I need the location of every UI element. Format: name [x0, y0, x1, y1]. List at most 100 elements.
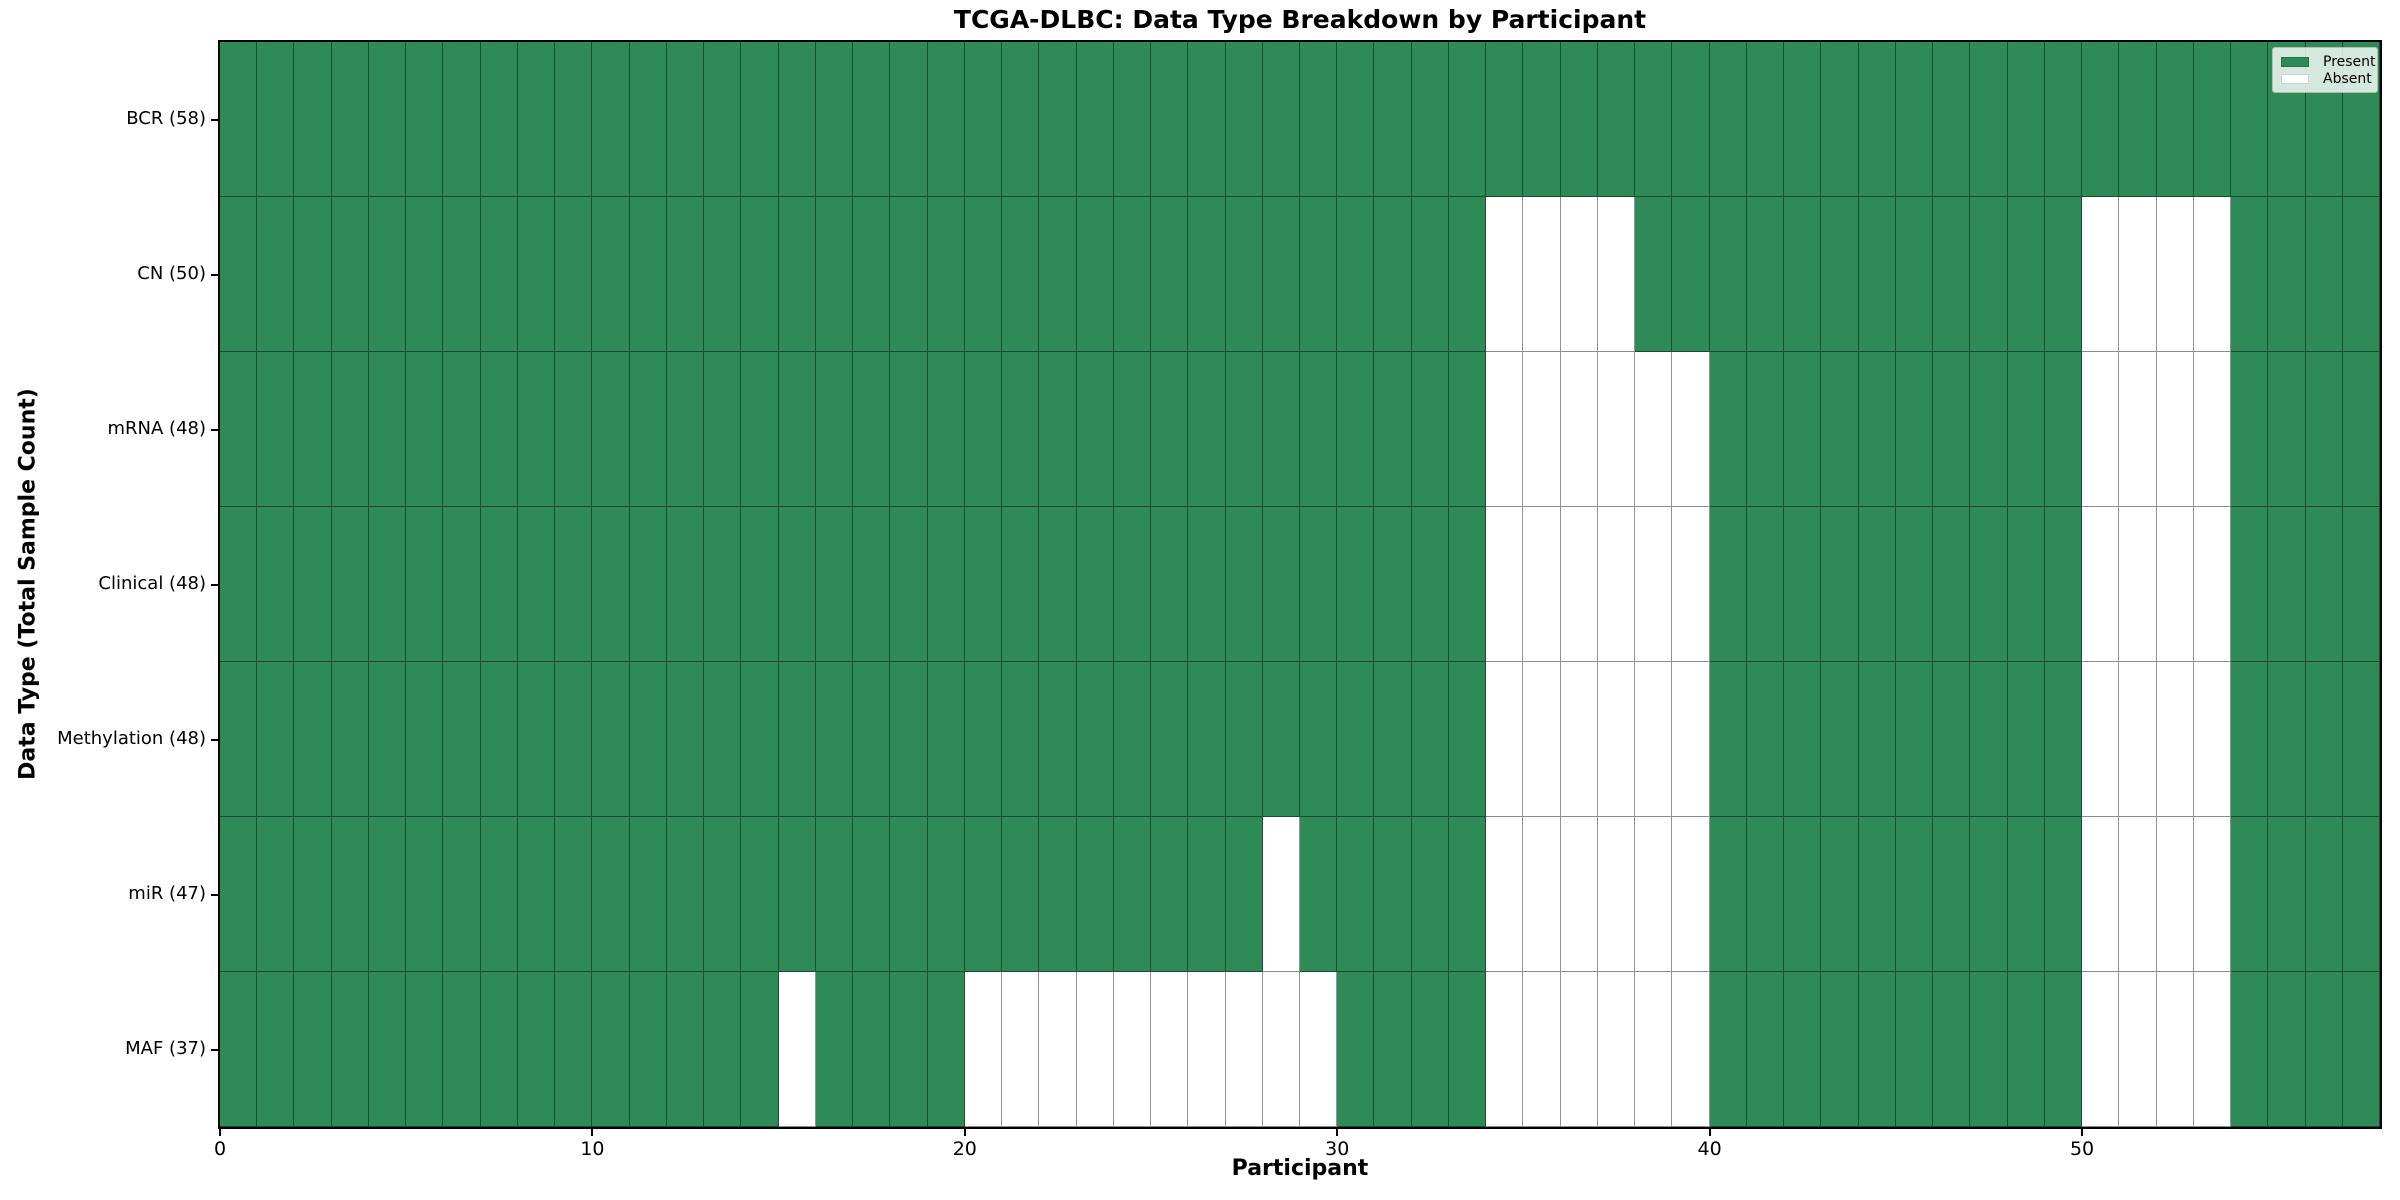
heatmap-cell	[1448, 972, 1487, 1127]
heatmap-cell	[1448, 817, 1487, 972]
heatmap-cell	[443, 352, 481, 507]
y-tick-label: mRNA (48)	[107, 417, 207, 439]
heatmap-cell	[1411, 197, 1449, 352]
heatmap-cell	[480, 817, 518, 972]
heatmap-cell	[1746, 507, 1785, 662]
heatmap-cell	[2156, 197, 2194, 352]
heatmap-cell	[220, 817, 258, 972]
heatmap-cell	[1002, 42, 1040, 197]
heatmap-cell	[480, 972, 518, 1127]
heatmap-cell	[1262, 507, 1300, 662]
heatmap-cell	[1895, 197, 1934, 352]
heatmap-cell	[1821, 662, 1859, 817]
heatmap-cell	[666, 972, 705, 1127]
heatmap-cell	[1672, 817, 1710, 972]
heatmap-cell	[220, 972, 258, 1127]
heatmap-cell	[2044, 197, 2083, 352]
heatmap-cell	[294, 352, 332, 507]
heatmap-cell	[1113, 817, 1152, 972]
heatmap-cell	[1076, 662, 1114, 817]
heatmap-cell	[1635, 972, 1673, 1127]
heatmap-cell	[890, 197, 928, 352]
heatmap-cell	[294, 197, 332, 352]
heatmap-cell	[629, 972, 667, 1127]
heatmap-cell	[331, 197, 369, 352]
heatmap-cell	[1635, 662, 1673, 817]
heatmap-cell	[666, 42, 705, 197]
heatmap-cell	[2342, 817, 2380, 972]
heatmap-cell	[2044, 352, 2083, 507]
heatmap-cell	[1709, 662, 1747, 817]
heatmap-cell	[2044, 662, 2083, 817]
heatmap-cell	[964, 197, 1003, 352]
heatmap-cell	[220, 42, 258, 197]
x-tick-mark	[591, 1127, 594, 1136]
heatmap-cell	[1858, 42, 1896, 197]
heatmap-cell	[1635, 507, 1673, 662]
y-tick-mark	[211, 428, 220, 431]
heatmap-cell	[1970, 197, 2008, 352]
x-tick-mark	[963, 1127, 966, 1136]
heatmap-cell	[1225, 817, 1263, 972]
heatmap-cell	[815, 972, 854, 1127]
y-tick-label: miR (47)	[128, 882, 206, 904]
heatmap-cell	[1486, 972, 1524, 1127]
heatmap-cell	[1411, 972, 1449, 1127]
heatmap-cell	[2305, 197, 2343, 352]
heatmap-cell	[2156, 817, 2194, 972]
heatmap-cell	[592, 197, 630, 352]
heatmap-cell	[1113, 662, 1152, 817]
heatmap-cell	[1933, 197, 1971, 352]
heatmap-cell	[220, 507, 258, 662]
heatmap-cell	[331, 352, 369, 507]
heatmap-cell	[368, 197, 407, 352]
heatmap-cell	[1374, 507, 1412, 662]
heatmap-cell	[1746, 817, 1785, 972]
heatmap-cell	[517, 197, 556, 352]
heatmap-cell	[1448, 352, 1487, 507]
heatmap-cell	[704, 42, 742, 197]
heatmap-cell	[1933, 352, 1971, 507]
heatmap-cell	[964, 817, 1003, 972]
heatmap-cell	[853, 662, 891, 817]
heatmap-cell	[406, 507, 444, 662]
heatmap-cell	[406, 972, 444, 1127]
heatmap-cell	[443, 817, 481, 972]
heatmap-cell	[2231, 352, 2269, 507]
heatmap-cell	[443, 507, 481, 662]
heatmap-cell	[2268, 662, 2306, 817]
heatmap-cell	[1672, 197, 1710, 352]
heatmap-cell	[2193, 817, 2232, 972]
heatmap-cell	[815, 197, 854, 352]
heatmap-cell	[1188, 507, 1226, 662]
heatmap-cell	[1970, 972, 2008, 1127]
heatmap-cell	[1933, 817, 1971, 972]
heatmap-cell	[778, 352, 816, 507]
heatmap-cell	[1151, 197, 1189, 352]
heatmap-cell	[2305, 972, 2343, 1127]
heatmap-cell	[1597, 352, 1636, 507]
heatmap-cell	[2119, 197, 2157, 352]
heatmap-cell	[2342, 972, 2380, 1127]
heatmap-cell	[1784, 507, 1822, 662]
x-tick-label: 50	[2069, 1138, 2095, 1160]
heatmap-cell	[1970, 352, 2008, 507]
heatmap-cell	[517, 972, 556, 1127]
heatmap-cell	[1002, 507, 1040, 662]
heatmap-cell	[331, 972, 369, 1127]
heatmap-cell	[220, 197, 258, 352]
heatmap-cell	[815, 352, 854, 507]
heatmap-cell	[1448, 42, 1487, 197]
x-tick-mark	[1708, 1127, 1711, 1136]
heatmap-cell	[257, 352, 295, 507]
heatmap-cell	[1448, 507, 1487, 662]
heatmap-cell	[1262, 352, 1300, 507]
heatmap-cell	[555, 662, 593, 817]
heatmap-cell	[592, 972, 630, 1127]
heatmap-cell	[1672, 972, 1710, 1127]
heatmap-cell	[1709, 42, 1747, 197]
heatmap-cell	[2007, 507, 2045, 662]
heatmap-cell	[1076, 507, 1114, 662]
heatmap-cell	[2007, 972, 2045, 1127]
heatmap-cell	[1970, 817, 2008, 972]
